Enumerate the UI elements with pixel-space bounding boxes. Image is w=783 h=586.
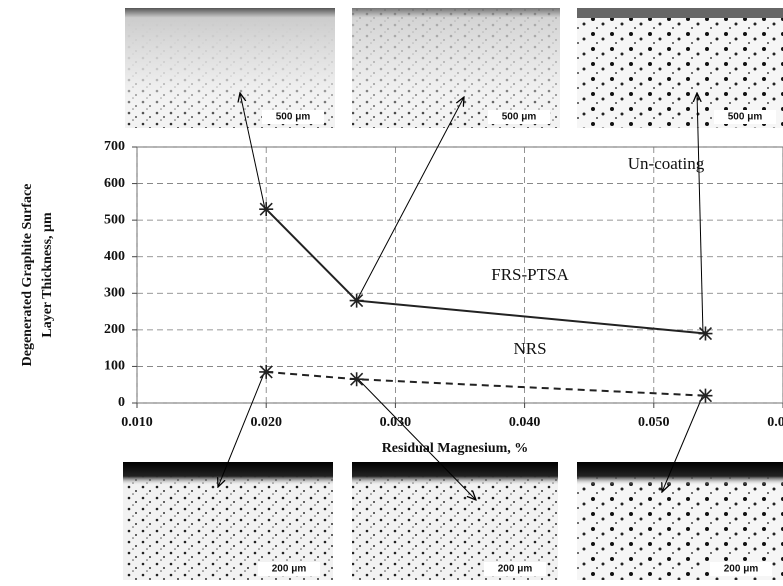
marker <box>259 364 274 379</box>
micrograph <box>352 462 558 580</box>
arrow <box>218 370 266 487</box>
y-tick-label: 200 <box>104 322 125 337</box>
scale-label: 500 μm <box>276 112 311 123</box>
scale-label: 200 μm <box>724 564 759 575</box>
x-tick-label: 0.040 <box>509 415 541 430</box>
micrograph <box>577 462 783 580</box>
y-tick-label: 300 <box>104 286 125 301</box>
arrow <box>240 93 266 210</box>
arrow <box>356 97 464 301</box>
y-tick-label: 700 <box>104 139 125 154</box>
annotation: Un-coating <box>628 154 705 173</box>
y-axis-title: Degenerated Graphite Surface Layer Thick… <box>20 184 55 367</box>
marker <box>349 372 364 387</box>
micrograph <box>577 8 783 128</box>
scale-box <box>710 562 772 576</box>
series-label: NRS <box>513 339 546 358</box>
scale-label: 200 μm <box>272 564 307 575</box>
x-axis-title: Residual Magnesium, % <box>382 441 529 456</box>
arrow <box>356 377 476 500</box>
scale-box <box>714 110 776 124</box>
y-tick-label: 600 <box>104 176 125 191</box>
scale-label: 500 μm <box>728 112 763 123</box>
scale-box <box>488 110 550 124</box>
scale-label: 500 μm <box>502 112 537 123</box>
arrows <box>218 93 704 500</box>
y-tick-label: 100 <box>104 359 125 374</box>
x-tick-label: 0.050 <box>638 415 670 430</box>
x-tick-label: 0.030 <box>380 415 412 430</box>
marker <box>259 202 274 217</box>
x-tick-label: 0.060 <box>767 415 783 430</box>
x-tick-label: 0.010 <box>121 415 153 430</box>
marker <box>698 326 713 341</box>
micrograph <box>123 462 333 580</box>
scale-box <box>262 110 324 124</box>
marker <box>698 388 713 403</box>
y-axis-title-line: Layer Thickness, μm <box>40 212 55 338</box>
grid <box>136 146 783 404</box>
plot-area <box>136 146 783 404</box>
micrograph <box>125 8 335 128</box>
y-tick-label: 400 <box>104 249 125 264</box>
series-label: FRS-PTSA <box>491 265 569 284</box>
y-axis-title-line: Degenerated Graphite Surface <box>20 184 35 367</box>
y-tick-label: 500 <box>104 212 125 227</box>
y-tick-label: 0 <box>118 395 125 410</box>
arrow <box>697 93 704 335</box>
arrow <box>662 394 704 492</box>
scale-box <box>258 562 320 576</box>
marker <box>349 293 364 308</box>
micrograph <box>352 8 560 128</box>
scale-label: 200 μm <box>498 564 533 575</box>
micrographs: 500 μm 500 μm 500 μm 200 μm 200 μm 200 μ… <box>123 8 783 580</box>
x-tick-label: 0.020 <box>250 415 282 430</box>
scale-box <box>484 562 546 576</box>
